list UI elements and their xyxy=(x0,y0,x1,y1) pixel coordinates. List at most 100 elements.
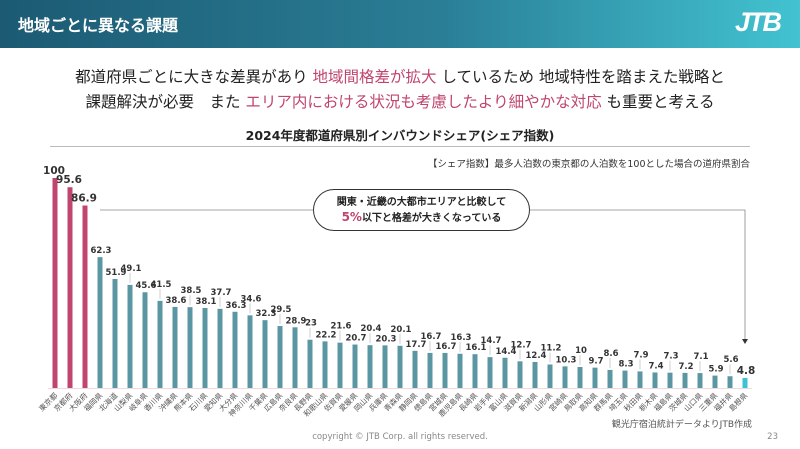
value-label: 9.7 xyxy=(588,357,603,367)
lead-text: 都道府県ごとに大きな差異があり xyxy=(75,68,313,86)
bar-広島県 xyxy=(277,326,283,388)
bar-千葉県 xyxy=(262,320,268,388)
bar-北海道 xyxy=(112,279,118,388)
value-label: 21.6 xyxy=(331,322,352,332)
value-label: 11.2 xyxy=(541,343,562,353)
callout-line-1: 関東・近畿の大都市エリアと比較して xyxy=(336,197,507,208)
bar-栃木県 xyxy=(652,372,658,388)
chart-note: 【シェア指数】最多人泊数の東京都の人泊数を100とした場合の道府県割合 xyxy=(427,159,750,170)
value-label: 38.6 xyxy=(166,296,187,306)
bar-大分県 xyxy=(232,311,238,388)
bar-長野県 xyxy=(307,339,313,388)
value-label: 16.3 xyxy=(451,333,472,343)
page-number: 23 xyxy=(767,432,778,442)
bar-静岡県 xyxy=(412,350,418,388)
source-note: 観光庁宿泊統計データよりJTB作成 xyxy=(611,420,752,430)
arrow-down-icon xyxy=(742,339,748,344)
slide-title: 地域ごとに異なる課題 xyxy=(18,16,179,35)
value-label: 12.4 xyxy=(526,351,547,361)
bar-新潟県 xyxy=(532,361,538,388)
bar-山梨県 xyxy=(127,284,133,388)
value-label: 29.5 xyxy=(271,305,292,315)
bar-愛媛県 xyxy=(352,344,358,388)
bar-岩手県 xyxy=(487,357,493,388)
bar-東京都 xyxy=(52,178,58,388)
bar-沖縄県 xyxy=(172,306,178,388)
bar-愛知県 xyxy=(217,308,223,388)
bar-宮城県 xyxy=(442,352,448,388)
value-label: 10.3 xyxy=(556,355,577,365)
bar-山形県 xyxy=(547,364,553,388)
callout-box: 関東・近畿の大都市エリアと比較して 5%以下と格差が大きくなっている xyxy=(313,189,530,231)
value-label: 20.4 xyxy=(361,324,382,334)
bar-長崎県 xyxy=(472,354,478,388)
value-label: 16.7 xyxy=(421,332,442,342)
value-label: 41.5 xyxy=(151,280,172,290)
bar-山口県 xyxy=(697,373,703,388)
jtb-logo: JTB xyxy=(734,7,782,37)
value-label: 49.1 xyxy=(121,264,142,274)
lead-text: しているため 地域特性を踏まえた戦略と xyxy=(436,68,725,86)
value-label: 7.3 xyxy=(663,352,678,362)
callout-connector-right xyxy=(530,209,746,340)
bar-島根県 xyxy=(742,377,748,388)
bar-熊本県 xyxy=(187,307,193,388)
value-label: 10 xyxy=(575,346,587,356)
callout-percent: 5% xyxy=(341,210,362,224)
value-label: 45.6 xyxy=(136,281,157,291)
bar-岐阜県 xyxy=(142,292,148,388)
value-label: 38.5 xyxy=(181,286,202,296)
bar-秋田県 xyxy=(637,371,643,388)
bar-福島県 xyxy=(667,372,673,388)
bar-福井県 xyxy=(727,376,733,388)
value-label: 7.1 xyxy=(693,352,708,362)
lead-text: 課題解決が必要 また xyxy=(85,93,246,111)
bar-和歌山県 xyxy=(322,341,328,388)
value-label: 7.9 xyxy=(633,350,648,360)
value-label: 51.9 xyxy=(106,268,127,278)
chart-title: 2024年度都道府県別インバウンドシェア(シェア指数) xyxy=(245,128,555,143)
bar-茨城県 xyxy=(682,372,688,388)
value-label: 5.6 xyxy=(723,355,738,365)
value-label: 34.6 xyxy=(241,294,262,304)
bar-大阪府 xyxy=(82,205,88,388)
lead-line-2: 課題解決が必要 また エリア内における状況も考慮したより細やかな対応 も重要と考… xyxy=(0,90,800,112)
value-label: 17.7 xyxy=(406,340,427,350)
bar-鳥取県 xyxy=(577,367,583,388)
bar-富山県 xyxy=(502,357,508,388)
value-label: 7.2 xyxy=(678,362,693,372)
value-label: 5.9 xyxy=(708,365,723,375)
lead-text: も重要と考える xyxy=(601,93,715,111)
bar-奈良県 xyxy=(292,327,298,388)
bar-高知県 xyxy=(592,367,598,388)
bar-鹿児島県 xyxy=(457,353,463,388)
value-label: 38.1 xyxy=(196,297,217,307)
bar-滋賀県 xyxy=(517,361,523,388)
value-label: 16.1 xyxy=(466,343,487,353)
lead-line-1: 都道府県ごとに大きな差異があり 地域間格差が拡大 しているため 地域特性を踏まえ… xyxy=(0,65,800,87)
value-label: 20.7 xyxy=(346,334,367,344)
value-label: 8.6 xyxy=(603,349,618,359)
slide-header: 地域ごとに異なる課題 JTB xyxy=(0,0,800,48)
value-label: 28.9 xyxy=(286,316,307,326)
value-label: 14.7 xyxy=(481,336,502,346)
value-label: 95.6 xyxy=(56,174,82,186)
value-label: 20.1 xyxy=(391,325,412,335)
value-label: 32.3 xyxy=(256,309,277,319)
value-label: 7.4 xyxy=(648,361,663,371)
value-label: 12.7 xyxy=(511,340,532,350)
callout-line-2: 以下と格差が大きくなっている xyxy=(361,213,502,224)
bar-三重県 xyxy=(712,375,718,388)
value-label: 16.7 xyxy=(436,342,457,352)
bar-宮崎県 xyxy=(562,366,568,388)
bar-石川県 xyxy=(202,307,208,388)
bar-青森県 xyxy=(397,345,403,388)
value-label: 100 xyxy=(43,165,65,177)
value-label: 14.4 xyxy=(496,347,517,357)
bar-京都府 xyxy=(67,187,73,388)
value-label: 37.7 xyxy=(211,288,232,298)
bar-岡山県 xyxy=(367,345,373,388)
bar-群馬県 xyxy=(607,369,613,388)
bar-兵庫県 xyxy=(382,345,388,388)
